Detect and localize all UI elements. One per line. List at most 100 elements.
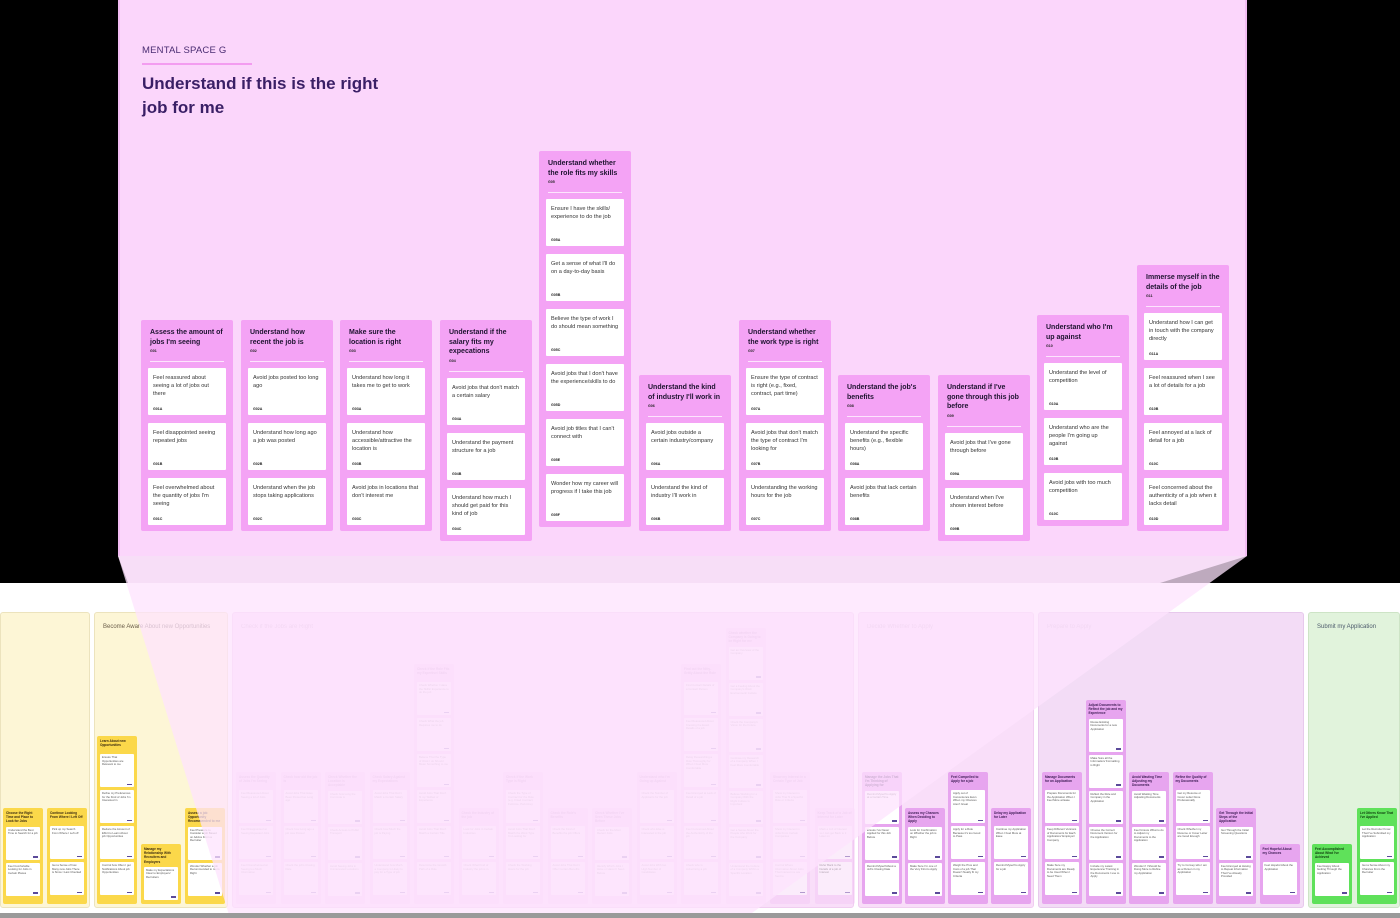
journey-card[interactable]: Reuse Existing Documents for a new Appli… <box>1088 718 1123 752</box>
need-column-g08[interactable]: Understand the job's benefits G08 Understa… <box>838 375 930 531</box>
need-column-g01[interactable]: Assess the amount of jobs I'm seeing G01 F… <box>141 320 233 531</box>
journey-card[interactable]: Delay Researching a Role Thoroughly for … <box>684 754 718 787</box>
journey-card[interactable]: Avoid Jobs That Don't Offer Certain Bene… <box>550 862 585 895</box>
journey-card[interactable]: Check who is Advertising a job <box>684 862 718 895</box>
need-card[interactable]: Understanding the working hours for the … <box>746 478 824 525</box>
journey-card[interactable]: Continue my Application When I Feel More… <box>994 826 1028 859</box>
journey-card[interactable]: Weigh the Pros and Cons of a job That Do… <box>951 862 985 895</box>
journey-column[interactable]: Check if the Role Fits my Expertise/ Ski… <box>414 664 454 904</box>
need-column-g06[interactable]: Understand the kind of industry I'll wor… <box>639 375 731 531</box>
need-column-g11[interactable]: Immerse myself in the details of the job… <box>1137 265 1229 531</box>
journey-card[interactable]: Feel Unsure What to do to Adjust my Docu… <box>1132 826 1166 860</box>
need-column-g05[interactable]: Understand whether the role fits my skil… <box>539 151 631 527</box>
journey-card[interactable]: Check the Company's Vision for the Futur… <box>728 718 763 752</box>
journey-column[interactable]: Let Others Know That I've Applied Let the… <box>1357 808 1397 904</box>
journey-column[interactable]: Manage Documents for an Application Prepa… <box>1042 772 1082 904</box>
need-card[interactable]: Avoid jobs outside a certain industry/co… <box>646 423 724 470</box>
journey-card[interactable]: Check the Type of Contract for the Role … <box>506 790 540 823</box>
journey-card[interactable]: Show my Interest in Jobs That fit a Spec… <box>773 790 807 823</box>
journey-column[interactable]: Check Whether I've Seen These Jobs Befor… <box>592 808 632 904</box>
journey-card[interactable]: Include my Latest Experience/ Training i… <box>1088 862 1123 896</box>
journey-card[interactable]: Check for the Most Recent Jobs <box>595 826 629 860</box>
need-column-g04[interactable]: Understand if the salary fits my expecat… <box>440 320 532 541</box>
journey-column[interactable]: Check the Role's Benefits Check the Kind … <box>547 808 588 904</box>
journey-card[interactable]: Feel Happy About Getting Through the App… <box>1315 862 1349 896</box>
journey-card[interactable]: Check the Working Hours for the job <box>506 862 540 895</box>
journey-column[interactable]: Check whether the Company is Going to be… <box>725 628 766 904</box>
need-card[interactable]: Understand how much I should get paid fo… <box>447 487 525 535</box>
need-card[interactable]: Feel disappointed seeing repeated jobs G0… <box>148 423 226 470</box>
journey-card[interactable]: Apply for a Role Because it's too Good t… <box>951 826 985 859</box>
journey-card[interactable]: Apply out of Convenience Even When my Ch… <box>951 790 985 823</box>
journey-card[interactable]: Feel Overwhelmed at Seeing too Much Info… <box>239 862 273 895</box>
need-card[interactable]: Understand how accessible/attractive the… <box>347 423 425 470</box>
journey-column[interactable]: Refine the Quality of my Documents Get my… <box>1172 772 1213 904</box>
journey-column[interactable]: Find out the Nitty-Gritty About the Role… <box>681 664 721 904</box>
journey-card[interactable]: Avoid Jobs That Don't Match a Certain Ti… <box>417 826 451 859</box>
need-card[interactable]: Avoid jobs posted too long ago G02A <box>248 368 326 415</box>
journey-card[interactable]: Wonder Whether a job Recommended to me i… <box>188 862 222 896</box>
journey-card[interactable]: Get an Overview of the Company <box>728 646 763 680</box>
need-card[interactable]: Understand the payment structure for a j… <box>447 432 525 480</box>
journey-card[interactable]: Choose the Correct Document Version for … <box>1088 826 1123 860</box>
journey-card[interactable]: Pick up my Search From Where I Left off <box>50 826 84 859</box>
need-card[interactable]: Avoid jobs that don't match the type of … <box>746 423 824 470</box>
journey-column[interactable]: Show my Interest in a Certain Type of Jo… <box>770 772 810 904</box>
journey-card[interactable]: Find Contact Details of a Contact Person <box>684 682 718 715</box>
journey-card[interactable]: Feel Annoyed at Lack of Detail of a job <box>684 790 718 823</box>
journey-card[interactable]: Make my Expectations Clear to Employers/… <box>144 866 178 900</box>
journey-column[interactable]: Manage my Relationship With Recruiters a… <box>141 844 181 904</box>
journey-column[interactable]: Manage the Jobs That I'm Thinking of App… <box>862 772 902 904</box>
journey-card[interactable]: Avoid Jobs That Don't fit my Skillset or… <box>417 790 451 823</box>
need-card[interactable]: Understand how long it takes me to get t… <box>347 368 425 415</box>
journey-card[interactable]: Check Whether I Have the Skills/ Experie… <box>417 682 451 715</box>
journey-card[interactable]: Refer Back to the Details of a job of In… <box>817 862 852 895</box>
need-column-g07[interactable]: Understand whether the work type is righ… <box>739 320 831 531</box>
journey-card[interactable]: Let the Recruiter Know That I've Submitt… <box>1360 826 1394 859</box>
need-card[interactable]: Ensure I have the skills/ experience to … <box>546 199 624 246</box>
need-card[interactable]: Avoid jobs that I've gone through before… <box>945 432 1023 480</box>
journey-card[interactable]: Feel Comfortable Looking for Jobs in Cer… <box>6 862 40 896</box>
journey-card[interactable]: Check What Kind of Industry the job is i… <box>461 862 496 895</box>
need-card[interactable]: Avoid jobs with too much competition G10C <box>1044 473 1122 520</box>
need-card[interactable]: Believe the type of work I do should mea… <box>546 309 624 356</box>
journey-card[interactable]: Make Sure my Documents are Ready to be U… <box>1045 862 1079 895</box>
journey-card[interactable]: Make Sure I'm one of the Very First to A… <box>908 862 942 896</box>
need-column-g09[interactable]: Understand if I've gone through this job… <box>938 375 1030 541</box>
need-card[interactable]: Understand the level of competition G10A <box>1044 363 1122 410</box>
journey-card[interactable]: Look for Jobs in Certain Industries <box>461 826 496 859</box>
journey-card[interactable]: Feel Reassured About Knowing the Exact D… <box>684 718 718 751</box>
journey-card[interactable]: Feel Disappointed at Seeing Repeated Job… <box>239 826 273 859</box>
need-card[interactable]: Avoid job titles that I can't connect wi… <box>546 419 624 466</box>
journey-column[interactable]: Continue Looking From Where I Left Off Pi… <box>47 808 87 904</box>
journey-card[interactable]: Understand the Culture of a Company With… <box>728 862 763 896</box>
journey-card[interactable]: Get a Sense of how Many new Jobs There i… <box>50 862 84 895</box>
need-card[interactable]: Understand who are the people I'm going … <box>1044 418 1122 465</box>
journey-column[interactable]: Check the Industry of the job Look for Jo… <box>458 808 499 904</box>
journey-column[interactable]: Assess my Chances When Deciding to Apply… <box>905 808 945 904</box>
journey-card[interactable]: Remind Myself About a Job's Closing Date <box>865 862 899 896</box>
journey-card[interactable]: Feel Reassured About Seeing a lot of Job… <box>239 790 273 823</box>
journey-card[interactable]: Feel Concerned About the Authenticity of… <box>684 826 718 859</box>
journey-card[interactable]: Understand how Much a Company is Likely … <box>372 862 407 895</box>
journey-column[interactable]: Avoid Wasting Time Adjusting my Document… <box>1129 772 1169 904</box>
journey-column[interactable]: Adjust Documents to Reflect the job and … <box>1085 700 1126 904</box>
journey-card[interactable]: Wonder if I Should be Doing More to Refi… <box>1132 862 1166 896</box>
journey-card[interactable]: Remind Myself to Apply for a job <box>994 862 1028 895</box>
journey-card[interactable]: Continue my Research of a Company When I… <box>728 754 763 788</box>
need-card[interactable]: Understand how I can get in touch with t… <box>1144 313 1222 360</box>
need-column-g10[interactable]: Understand who I'm up against G10 Understa… <box>1037 315 1129 526</box>
journey-card[interactable]: Check how Long ago a job was Posted <box>283 826 318 859</box>
journey-card[interactable]: Keep Different Versions of Documents for… <box>1045 826 1079 859</box>
journey-card[interactable]: Get a Feeling About the Company's Work E… <box>728 682 763 716</box>
journey-column[interactable]: Keep Track of a Job of Interest for Late… <box>814 808 855 904</box>
journey-column[interactable]: Delay my Application for Later Continue m… <box>991 808 1031 904</box>
journey-column[interactable]: Understand who I'm Going up Against Check… <box>636 772 677 904</box>
journey-card[interactable]: Prepare Documents for the Application Wh… <box>1045 790 1079 823</box>
journey-column[interactable]: Check Salary Against my Expectations Avoi… <box>369 772 410 904</box>
journey-card[interactable]: Check how Much the job is Paying <box>372 826 407 859</box>
journey-card[interactable]: Control how Often I get Notifications Ab… <box>100 862 134 895</box>
journey-card[interactable]: Look for Confirmation on Whether the job… <box>908 826 942 860</box>
journey-card[interactable]: Check who Else is Interested in the job <box>639 826 674 859</box>
need-card[interactable]: Understand the kind of industry I'll wor… <box>646 478 724 525</box>
